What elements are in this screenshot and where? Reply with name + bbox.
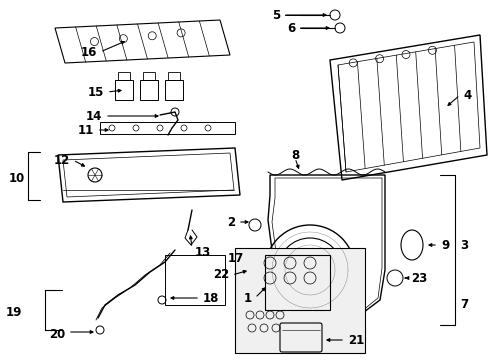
Text: 3: 3 [459, 239, 467, 252]
Text: 17: 17 [227, 252, 244, 265]
Text: 14: 14 [85, 109, 102, 122]
Text: 1: 1 [244, 292, 251, 305]
Text: 7: 7 [459, 298, 467, 311]
Bar [168, 72, 180, 80]
Bar [115, 80, 133, 100]
Text: 15: 15 [87, 86, 104, 99]
Text: 23: 23 [410, 271, 427, 284]
Text: 18: 18 [203, 292, 219, 305]
Text: 10: 10 [9, 171, 25, 185]
Text: 5: 5 [271, 9, 280, 22]
Text: 11: 11 [78, 123, 94, 136]
Bar [100, 122, 235, 134]
Bar [164, 255, 224, 305]
Bar [235, 248, 364, 353]
Text: 21: 21 [347, 333, 364, 346]
Text: 22: 22 [212, 269, 228, 282]
Bar [264, 255, 329, 310]
Text: 6: 6 [286, 22, 294, 35]
Bar [118, 72, 130, 80]
Text: 13: 13 [195, 246, 211, 258]
Bar [164, 80, 183, 100]
Text: 20: 20 [49, 328, 65, 342]
Text: 9: 9 [440, 239, 448, 252]
Text: 16: 16 [81, 45, 97, 59]
Text: 2: 2 [226, 216, 235, 229]
Text: 19: 19 [6, 306, 22, 319]
Text: 12: 12 [54, 153, 70, 166]
Text: 4: 4 [462, 89, 470, 102]
Text: 8: 8 [290, 149, 299, 162]
Bar [142, 72, 155, 80]
Bar [140, 80, 158, 100]
